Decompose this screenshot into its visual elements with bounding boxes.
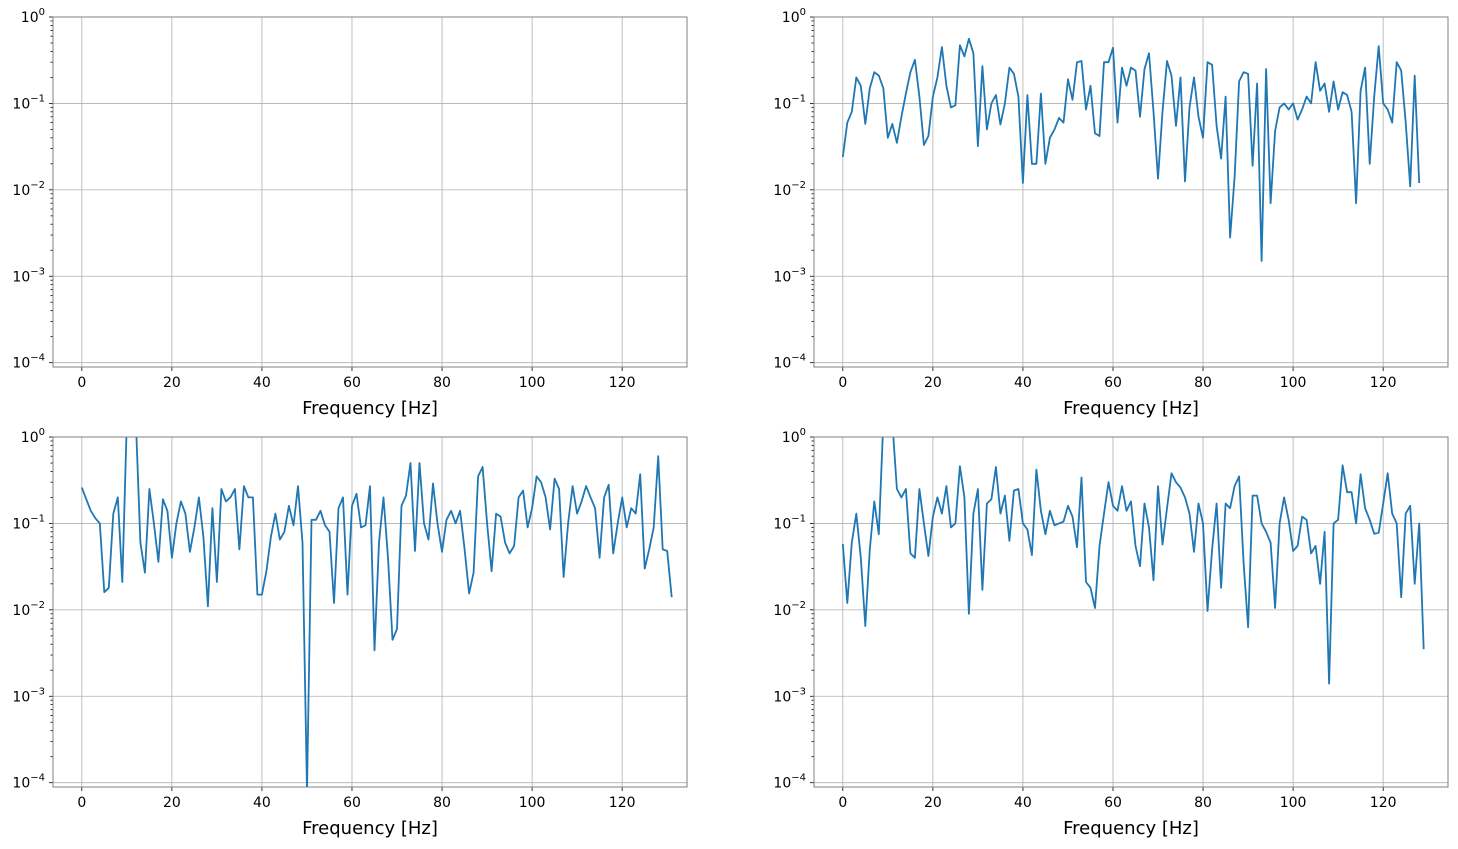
y-tick-label: 10−4 [12, 773, 45, 792]
x-tick-label: 80 [1194, 375, 1212, 391]
x-axis-label: Frequency [Hz] [302, 818, 438, 839]
x-tick-label: 40 [1014, 375, 1032, 391]
x-tick-label: 20 [924, 375, 942, 391]
x-tick-label: 100 [519, 375, 546, 391]
x-tick-label: 40 [253, 795, 271, 811]
x-axis-label: Frequency [Hz] [1063, 818, 1199, 839]
x-axis-label: Frequency [Hz] [302, 398, 438, 419]
x-tick-label: 40 [253, 375, 271, 391]
x-tick-label: 120 [1370, 795, 1397, 811]
y-tick-label: 10−4 [773, 773, 806, 792]
x-axis-label: Frequency [Hz] [1063, 398, 1199, 419]
x-tick-label: 0 [838, 375, 847, 391]
subplot-bottom-right: 0 20 40 60 80 100 120 100 10−1 10−2 10−3 10−4 Frequ… [773, 427, 1449, 839]
axes-frame [813, 436, 1449, 788]
x-tick-label: 40 [1014, 795, 1032, 811]
axis-ticks: 0 20 40 60 80 100 120 100 10−1 10−2 10−3 10−4 [12, 427, 635, 811]
grid-lines [53, 16, 687, 367]
subplot-bottom-left: 0 20 40 60 80 100 120 100 10−1 10−2 10−3 10−4 Frequ… [12, 427, 688, 839]
spectrum-line [841, 37, 1421, 262]
y-tick-label: 10−4 [773, 353, 806, 372]
y-tick-label: 10−2 [773, 180, 806, 199]
x-tick-label: 120 [1370, 375, 1397, 391]
x-tick-label: 80 [433, 375, 451, 391]
y-tick-label: 10−1 [12, 513, 45, 532]
subplot-top-right: 0 20 40 60 80 100 120 100 10−1 10−2 10−3 10−4 Frequ… [773, 7, 1449, 419]
y-tick-label: 10−3 [12, 266, 45, 285]
x-tick-label: 60 [1104, 375, 1122, 391]
y-tick-label: 10−3 [12, 686, 45, 705]
y-tick-label: 10−2 [12, 600, 45, 619]
y-tick-label: 100 [782, 7, 806, 26]
x-tick-label: 20 [163, 375, 181, 391]
y-tick-label: 100 [21, 427, 45, 446]
axes-frame [813, 16, 1449, 368]
x-tick-label: 0 [77, 795, 86, 811]
x-tick-label: 20 [924, 795, 942, 811]
x-tick-label: 100 [1280, 375, 1307, 391]
x-tick-label: 80 [433, 795, 451, 811]
x-tick-label: 100 [519, 795, 546, 811]
y-tick-label: 10−1 [773, 513, 806, 532]
x-tick-label: 60 [1104, 795, 1122, 811]
grid-lines [814, 436, 1448, 787]
axis-ticks: 0 20 40 60 80 100 120 100 10−1 10−2 10−3 10−4 [773, 7, 1396, 391]
x-tick-label: 100 [1280, 795, 1307, 811]
x-tick-label: 0 [838, 795, 847, 811]
x-tick-label: 0 [77, 375, 86, 391]
y-tick-label: 10−3 [773, 686, 806, 705]
x-tick-label: 60 [343, 375, 361, 391]
subplot-top-left: 0 20 40 60 80 100 120 100 10−1 10−2 10−3 10−4 Frequ… [12, 7, 688, 419]
y-tick-label: 10−2 [12, 180, 45, 199]
axes-frame [52, 16, 688, 368]
x-tick-label: 120 [609, 795, 636, 811]
axis-ticks: 0 20 40 60 80 100 120 100 10−1 10−2 10−3 10−4 [773, 427, 1396, 811]
x-tick-label: 120 [609, 375, 636, 391]
x-tick-label: 60 [343, 795, 361, 811]
y-tick-label: 10−3 [773, 266, 806, 285]
y-tick-label: 10−1 [773, 93, 806, 112]
axis-ticks: 0 20 40 60 80 100 120 100 10−1 10−2 10−3 10−4 [12, 7, 635, 391]
y-tick-label: 10−2 [773, 600, 806, 619]
x-tick-label: 20 [163, 795, 181, 811]
spectrum-line [841, 437, 1425, 685]
axes-frame [52, 436, 688, 788]
y-tick-label: 100 [21, 7, 45, 26]
spectrum-line [80, 437, 673, 787]
y-tick-label: 100 [782, 427, 806, 446]
x-tick-label: 80 [1194, 795, 1212, 811]
y-tick-label: 10−4 [12, 353, 45, 372]
y-tick-label: 10−1 [12, 93, 45, 112]
